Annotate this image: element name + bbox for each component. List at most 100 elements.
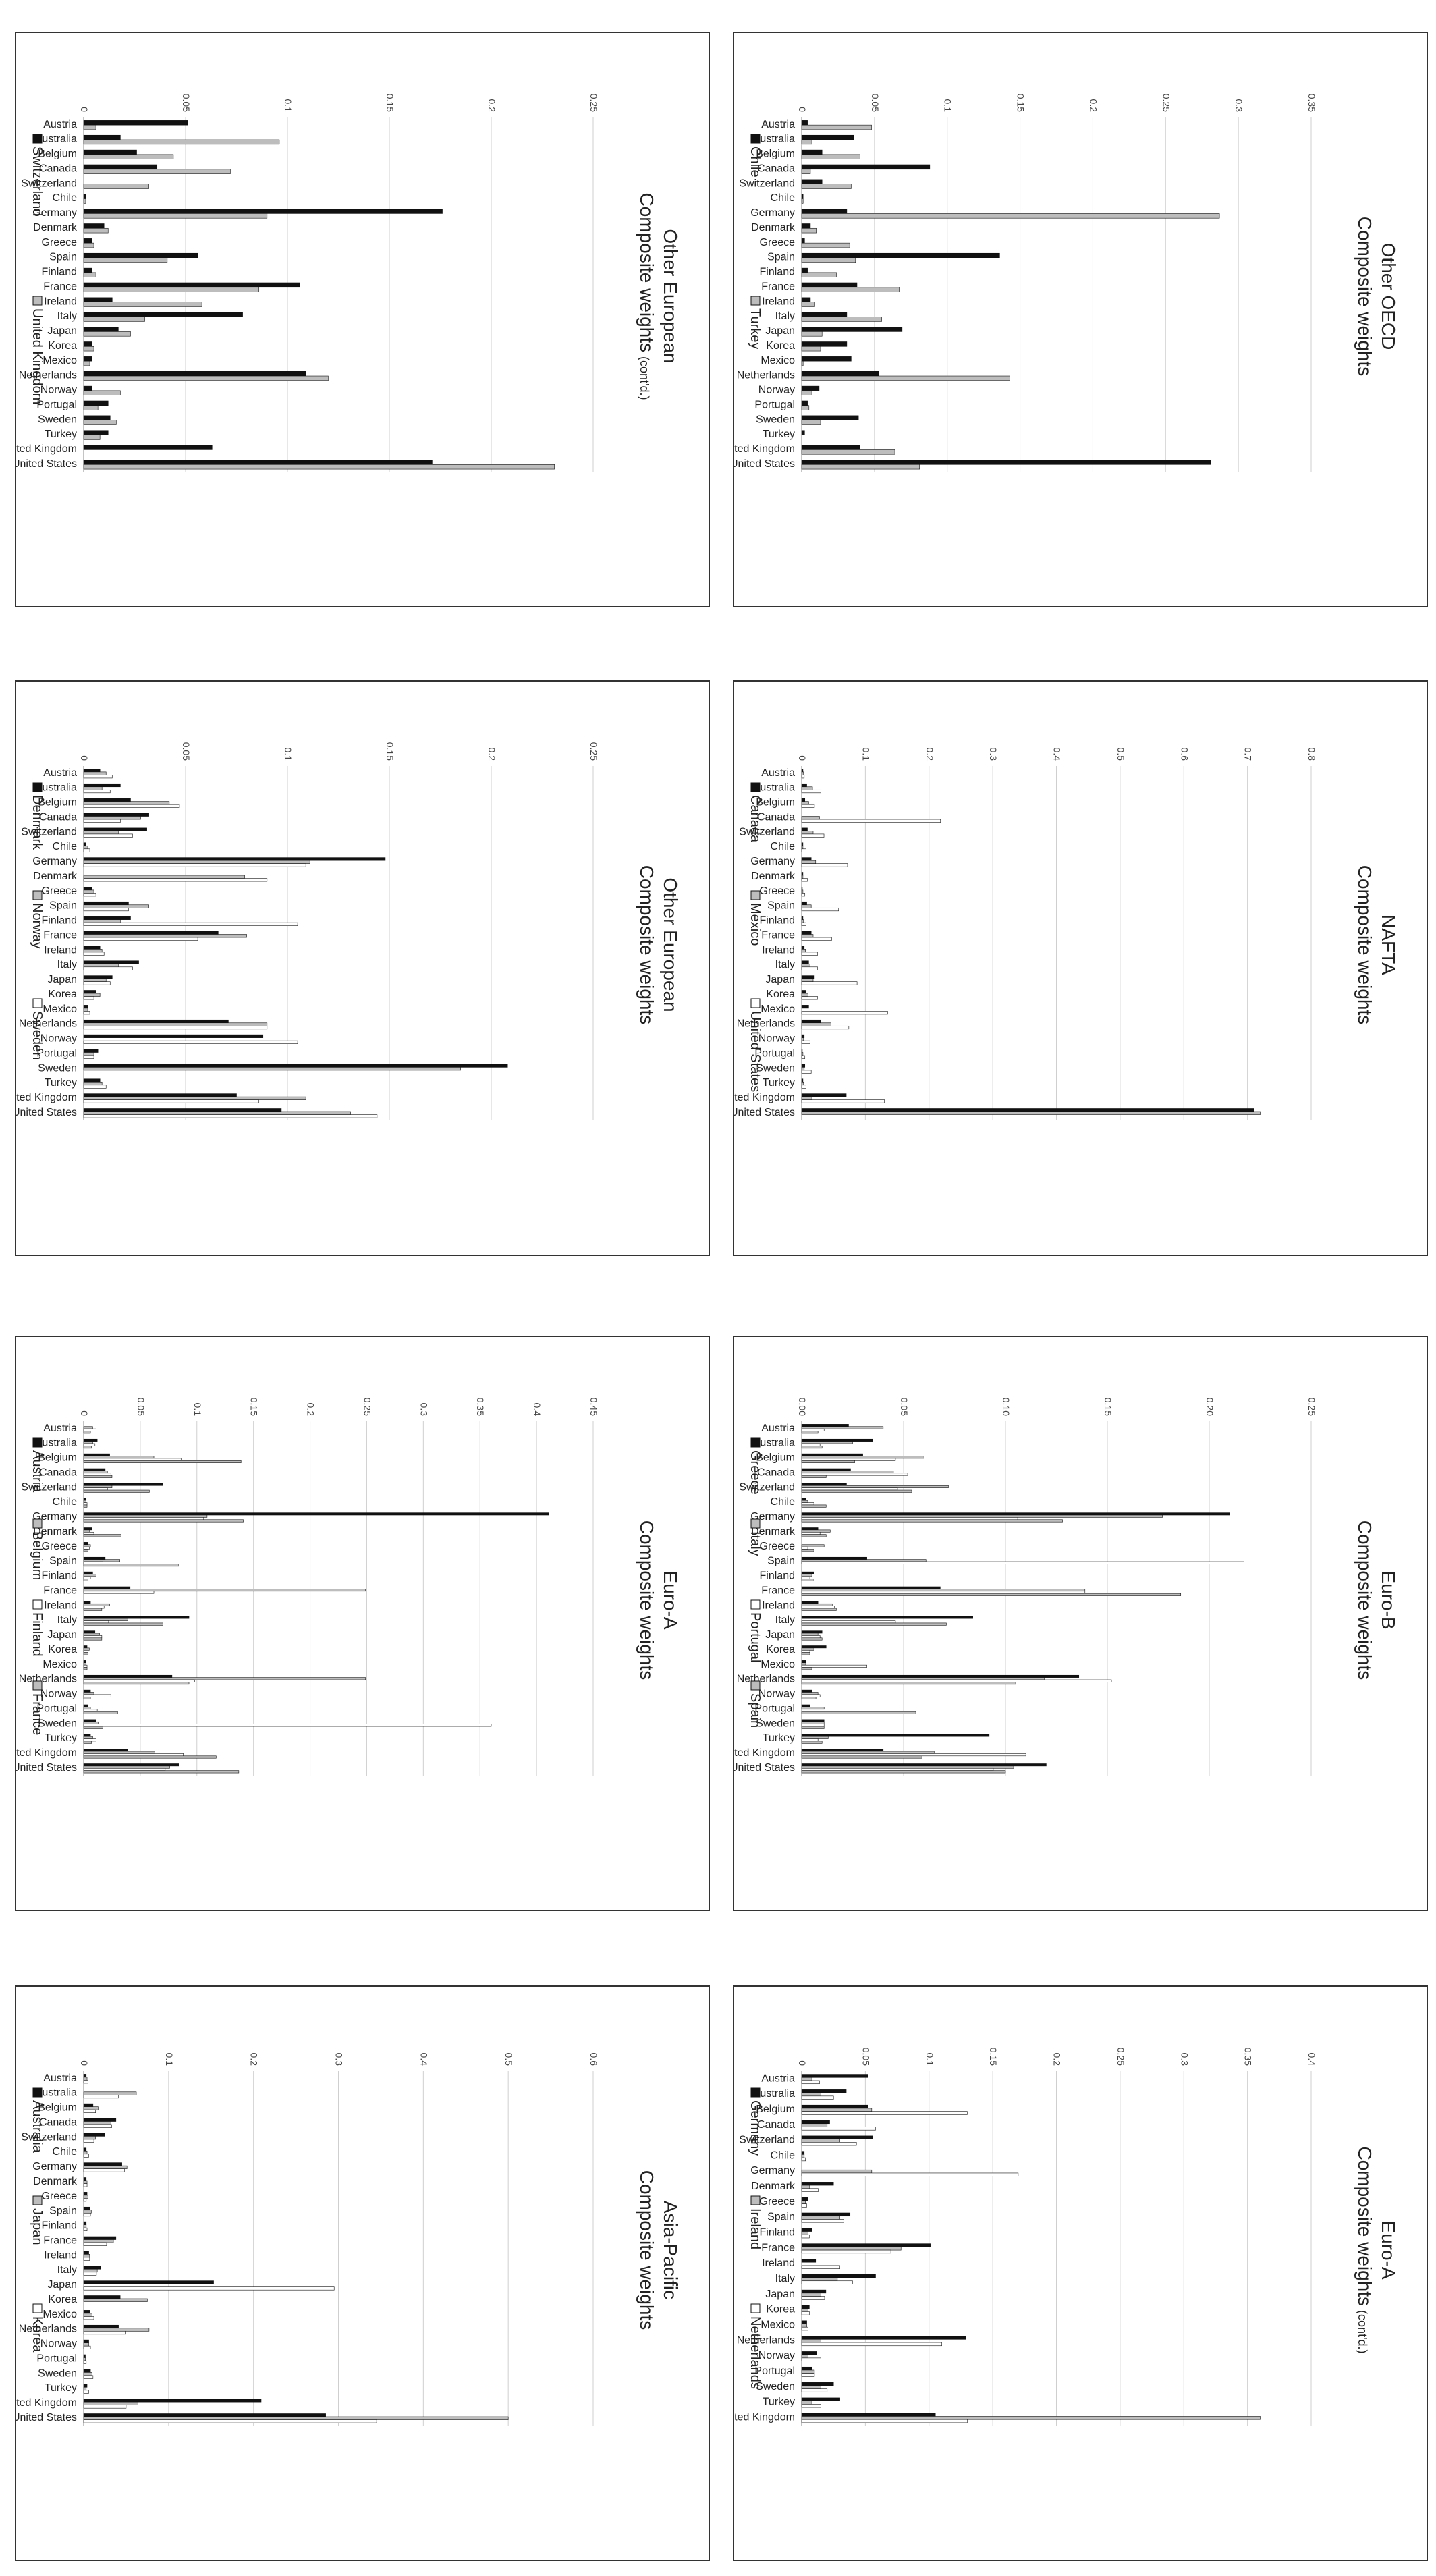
bar-ireland-belgium <box>801 2108 873 2112</box>
category-label: Portugal <box>36 1703 77 1714</box>
bar-chile-turkey <box>801 430 805 435</box>
bar-united-kingdom-australia <box>83 139 280 145</box>
bar-japan-france <box>83 2239 114 2243</box>
bar-united-states-belgium <box>801 804 815 808</box>
bar-spain-ireland <box>801 1608 837 1611</box>
category-label: Portugal <box>36 1047 77 1059</box>
legend-swatch-italy <box>750 1518 761 1529</box>
bar-portugal-australia <box>801 1443 821 1446</box>
bar-italy-austria <box>801 1426 884 1429</box>
bar-canada-denmark <box>801 872 804 876</box>
bar-korea-spain <box>83 2212 91 2217</box>
bar-canada-switzerland <box>801 827 808 831</box>
bar-australia-italy <box>83 2266 101 2270</box>
bar-portugal-belgium <box>801 1458 896 1461</box>
bar-france-germany <box>83 1519 244 1523</box>
bar-turkey-sweden <box>801 420 821 425</box>
bar-portugal-turkey <box>801 1738 819 1742</box>
bar-turkey-united-kingdom <box>801 449 895 455</box>
legend-label-portugal: Portugal <box>748 1612 763 1663</box>
bar-united-states-austria <box>801 775 805 779</box>
rotated-chart-group: 0 0.1 0.2 0.3 0.4 0.5 0.6 0.7 0.8 Austria Australi… <box>734 748 1399 1120</box>
bar-italy-norway <box>801 1692 819 1695</box>
y-tick-label: 0.2 <box>1052 2053 1063 2066</box>
bar-norway-mexico <box>83 1008 88 1012</box>
category-label: Italy <box>57 1614 77 1626</box>
bar-greece-germany <box>801 1512 1230 1516</box>
category-label: Italy <box>775 2273 795 2284</box>
bar-japan-canada <box>83 2121 111 2125</box>
bar-belgium-belgium <box>83 1456 155 1459</box>
y-tick-label: 0.2 <box>924 748 935 761</box>
bar-denmark-finland <box>83 916 131 920</box>
bar-italy-korea <box>801 1647 814 1651</box>
chart-panel-euro-a: 0 0.05 0.1 0.15 0.2 0.25 0.3 0.35 0.4 0.45 Austria… <box>15 1336 710 1911</box>
bar-austria-ireland <box>83 1601 91 1604</box>
bar-greece-italy <box>801 1616 973 1619</box>
bar-finland-mexico <box>83 1664 88 1668</box>
chart-panel-asia-pacific: 0 0.1 0.2 0.3 0.4 0.5 0.6 Austria Australia Belgi… <box>15 1985 710 2561</box>
category-label: Sweden <box>756 414 795 425</box>
category-label: Norway <box>40 385 77 396</box>
bar-australia-netherlands <box>83 2324 119 2329</box>
bar-japan-ireland <box>83 2254 90 2258</box>
bar-germany-ireland <box>801 2259 817 2263</box>
bar-norway-portugal <box>83 1052 94 1056</box>
category-label: Korea <box>766 340 795 352</box>
bar-australia-canada <box>83 2118 117 2122</box>
bar-france-finland <box>83 1578 89 1581</box>
legend-swatch-netherlands <box>750 2303 761 2313</box>
bar-portugal-canada <box>801 1473 908 1476</box>
bar-finland-canada <box>83 1473 111 1476</box>
bar-belgium-greece <box>83 1544 91 1547</box>
bar-austria-switzerland <box>83 1483 163 1486</box>
legend-swatch-norway <box>32 890 43 900</box>
category-label: France <box>761 1585 795 1596</box>
bar-chile-canada <box>801 164 931 170</box>
category-label: United Kingdom <box>16 2397 77 2409</box>
bar-finland-united-kingdom <box>83 1753 184 1757</box>
bar-japan-greece <box>83 2195 88 2199</box>
category-label: Chile <box>53 841 78 852</box>
category-label: Norway <box>758 1033 795 1045</box>
chart-other-oecd: 0 0.05 0.1 0.15 0.2 0.25 0.3 0.35 Austria Austral… <box>734 94 1399 472</box>
legend-swatch-portugal <box>750 1599 761 1610</box>
category-label: Denmark <box>751 222 796 234</box>
bar-chile-belgium <box>801 149 823 155</box>
bar-norway-korea <box>83 993 101 997</box>
category-label: Belgium <box>756 148 795 160</box>
bar-portugal-mexico <box>801 1664 867 1668</box>
category-label: Japan <box>765 974 795 985</box>
bar-united-states-japan <box>801 981 858 985</box>
bar-turkey-japan <box>801 331 823 337</box>
category-label: Spain <box>49 252 77 263</box>
bar-greece-denmark <box>801 1527 819 1531</box>
bar-greece-korea <box>801 1645 827 1649</box>
bar-korea-mexico <box>83 2316 94 2320</box>
bar-australia-germany <box>83 2162 122 2166</box>
bar-greece-ireland <box>801 1601 819 1604</box>
y-tick-label: 0.05 <box>899 1398 910 1416</box>
category-label: Italy <box>57 2264 77 2276</box>
bar-norway-austria <box>83 771 107 775</box>
bar-belgium-norway <box>83 1692 94 1695</box>
bar-denmark-portugal <box>83 1049 99 1053</box>
category-label: Belgium <box>756 797 795 809</box>
category-label: United Kingdom <box>734 1092 795 1103</box>
category-label: Netherlands <box>19 1674 77 1685</box>
bar-spain-greece <box>801 1549 814 1552</box>
category-label: Netherlands <box>737 370 795 381</box>
bar-united-kingdom-denmark <box>83 227 109 234</box>
bar-sweden-netherlands <box>83 1025 268 1030</box>
legend-label-korea: Korea <box>30 2316 45 2353</box>
bar-japan-korea <box>83 2298 148 2302</box>
bar-italy-united-states <box>801 1765 1014 1769</box>
bar-united-kingdom-france <box>83 287 260 292</box>
bar-turkey-canada <box>801 169 811 174</box>
category-label: United States <box>734 458 795 470</box>
bar-united-kingdom-norway <box>83 390 121 395</box>
bar-belgium-italy <box>83 1618 128 1621</box>
bar-denmark-canada <box>83 813 149 817</box>
bar-turkey-mexico <box>801 360 804 366</box>
y-tick-label: 0.10 <box>1001 1398 1012 1416</box>
